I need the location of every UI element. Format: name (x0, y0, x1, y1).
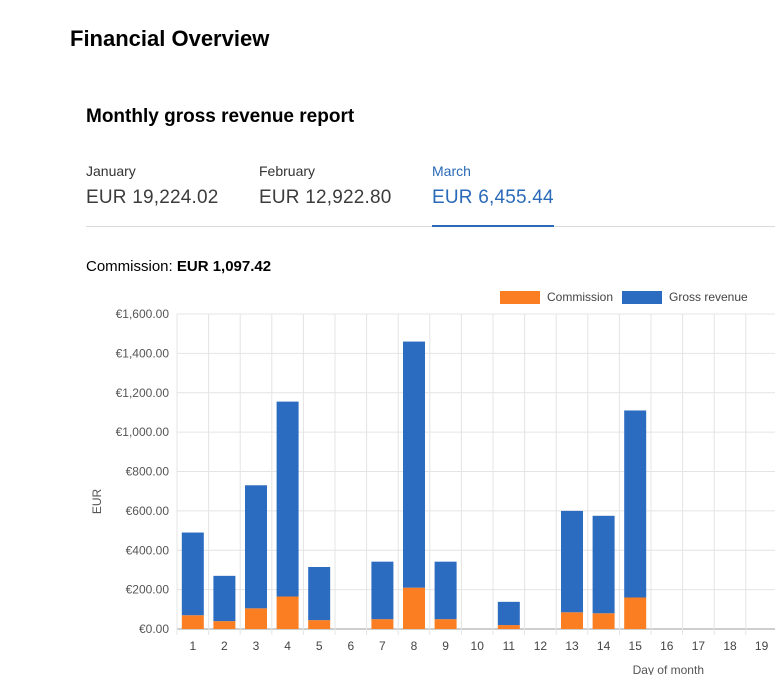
bar-commission (181, 615, 204, 629)
legend-label-gross-revenue: Gross revenue (669, 290, 748, 304)
legend-swatch-gross-revenue (622, 291, 662, 304)
commission-label: Commission: (86, 258, 173, 275)
bar-commission (434, 619, 457, 629)
bar-gross-revenue (403, 341, 425, 588)
bar-commission (403, 587, 425, 629)
y-tick-label: €1,000.00 (116, 425, 170, 439)
x-axis-label: Day of month (633, 663, 704, 675)
y-tick-label: €600.00 (126, 504, 170, 518)
y-axis-label: EUR (90, 489, 104, 515)
bar-gross-revenue (497, 601, 520, 626)
bar-commission (276, 596, 299, 629)
x-tick-label: 19 (755, 639, 769, 653)
x-tick-label: 13 (565, 639, 579, 653)
bar-gross-revenue (592, 515, 615, 614)
x-tick-label: 12 (534, 639, 548, 653)
x-tick-label: 8 (411, 639, 418, 653)
x-tick-label: 5 (316, 639, 323, 653)
bar-gross-revenue (181, 532, 204, 616)
tab-march[interactable]: March EUR 6,455.44 (432, 160, 554, 227)
x-tick-label: 11 (503, 639, 516, 653)
x-tick-label: 15 (629, 639, 643, 653)
x-tick-label: 16 (660, 639, 674, 653)
x-tick-label: 10 (471, 639, 485, 653)
bar-gross-revenue (434, 561, 457, 620)
y-tick-label: €200.00 (126, 583, 170, 597)
bar-gross-revenue (561, 510, 583, 613)
x-tick-label: 1 (189, 639, 196, 653)
bar-gross-revenue (371, 561, 394, 620)
tab-amount: EUR 6,455.44 (432, 187, 554, 208)
bar-commission (561, 612, 583, 629)
tab-month-label: February (259, 163, 316, 179)
bar-commission (213, 621, 236, 629)
y-tick-label: €1,400.00 (116, 346, 170, 360)
x-tick-label: 4 (284, 639, 291, 653)
bar-gross-revenue (308, 566, 331, 621)
revenue-chart: €0.00 €200.00 €400.00 €600.00 €800.00 €1,000.… (90, 290, 775, 675)
x-tick-label: 9 (442, 639, 449, 653)
bar-gross-revenue (213, 575, 236, 622)
commission-summary: Commission: EUR 1,097.42 (86, 258, 271, 275)
bar-commission (497, 625, 520, 629)
bar-gross-revenue (245, 485, 267, 609)
tab-month-label: January (86, 163, 136, 179)
report-title: Monthly gross revenue report (86, 106, 355, 127)
x-tick-label: 18 (723, 639, 737, 653)
month-tabs: January EUR 19,224.02 February EUR 12,92… (86, 160, 775, 227)
bar-commission (308, 620, 331, 629)
tab-amount: EUR 19,224.02 (86, 187, 219, 208)
y-tick-label: €0.00 (139, 622, 169, 636)
x-tick-label: 14 (597, 639, 611, 653)
x-tick-label: 17 (692, 639, 706, 653)
bar-commission (592, 613, 615, 629)
bar-gross-revenue (624, 410, 647, 598)
x-tick-label: 7 (379, 639, 386, 653)
y-tick-label: €400.00 (126, 543, 170, 557)
x-tick-label: 2 (221, 639, 228, 653)
tab-february[interactable]: February EUR 12,922.80 (259, 160, 392, 225)
y-tick-label: €1,600.00 (116, 307, 170, 321)
commission-value: EUR 1,097.42 (176, 258, 272, 275)
y-tick-label: €800.00 (126, 465, 170, 479)
page-title: Financial Overview (70, 26, 270, 51)
bar-commission (624, 597, 647, 629)
x-tick-label: 3 (253, 639, 260, 653)
tab-january[interactable]: January EUR 19,224.02 (86, 160, 219, 225)
x-tick-label: 6 (347, 639, 354, 653)
legend-label-commission: Commission (547, 290, 613, 304)
tab-amount: EUR 12,922.80 (259, 187, 392, 208)
bar-commission (245, 608, 267, 629)
tab-month-label: March (432, 163, 471, 179)
y-tick-label: €1,200.00 (116, 386, 170, 400)
legend-swatch-commission (500, 291, 540, 304)
bar-gross-revenue (276, 401, 299, 597)
bar-commission (371, 619, 394, 629)
